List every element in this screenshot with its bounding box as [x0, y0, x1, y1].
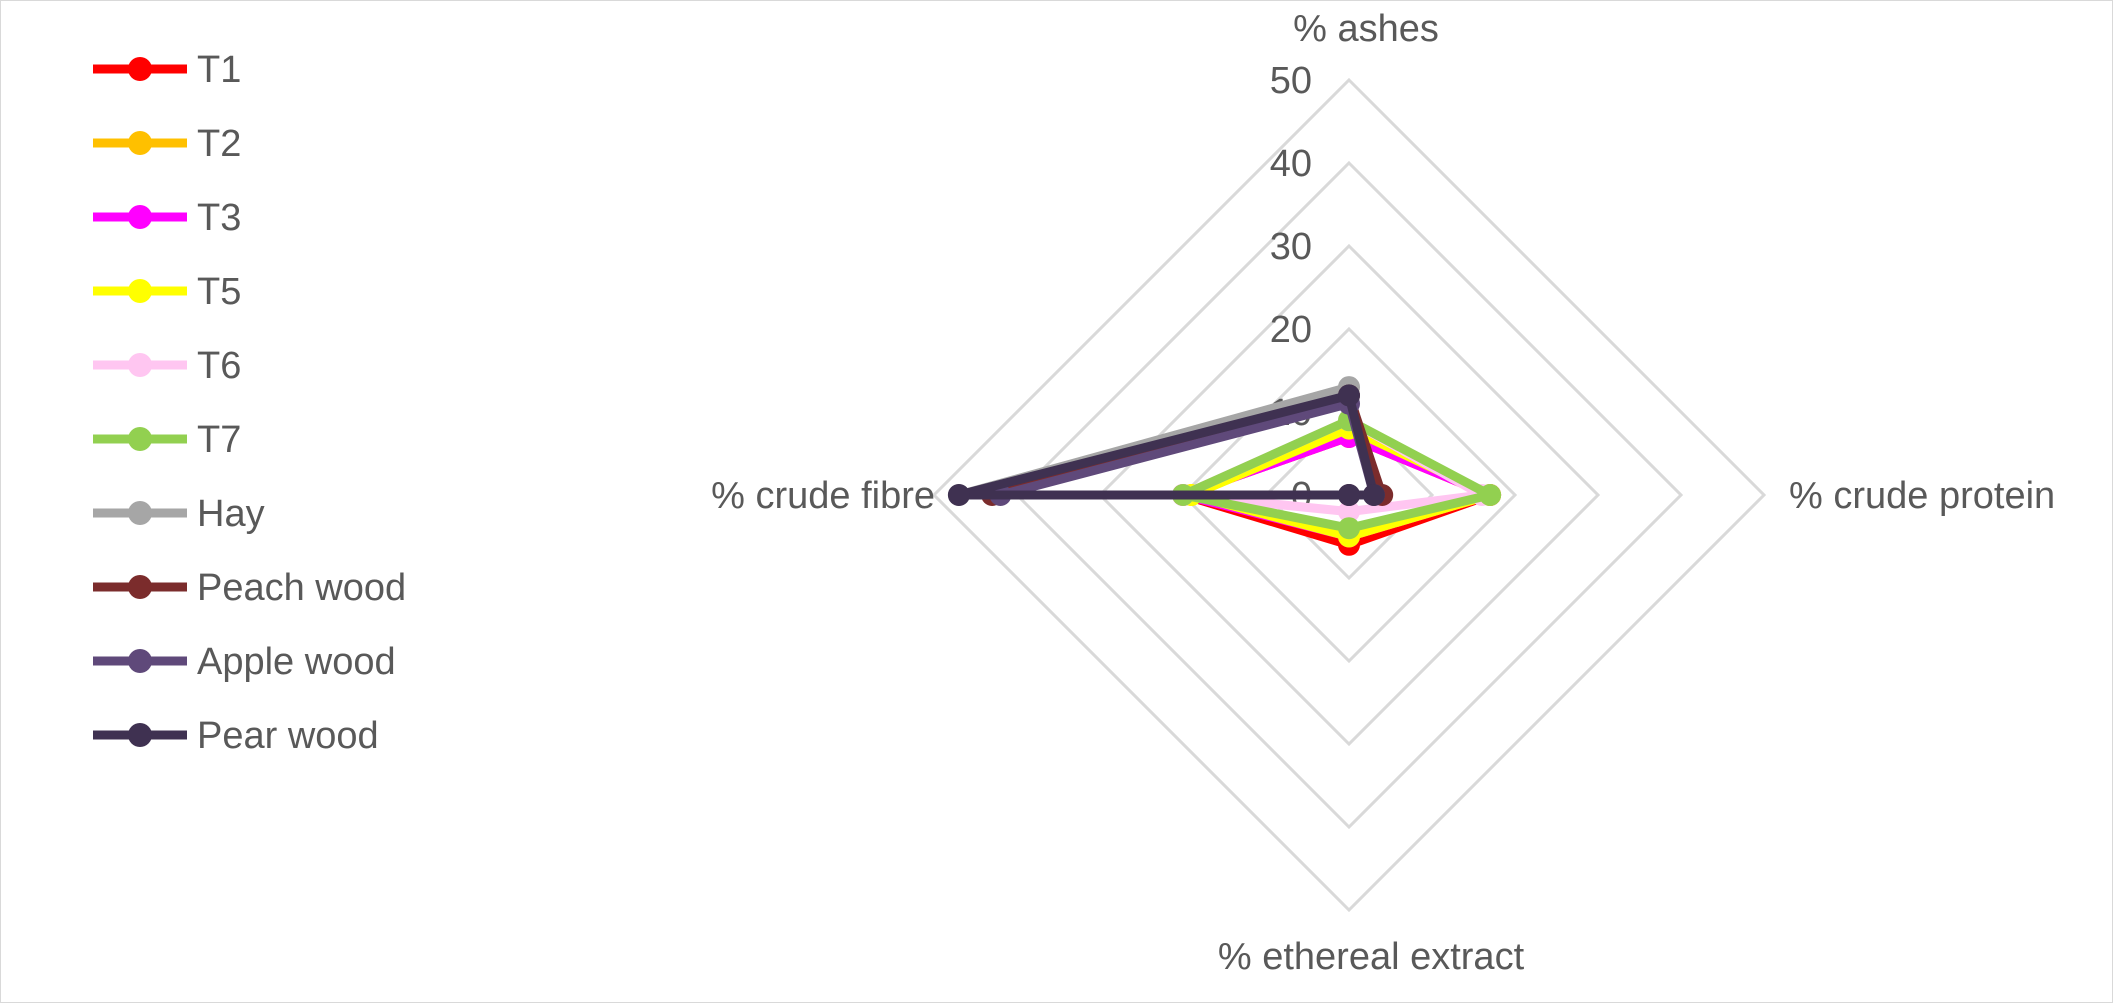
axis-label: % crude protein: [1789, 475, 2055, 517]
legend-marker: [128, 205, 152, 229]
legend-item: T5: [93, 271, 241, 313]
legend-marker: [128, 575, 152, 599]
series-line: [1186, 424, 1495, 541]
legend-marker: [128, 501, 152, 525]
grid-ring: [1180, 326, 1518, 664]
legend-label: T2: [197, 123, 241, 165]
legend-marker: [128, 427, 152, 451]
legend-label: T7: [197, 419, 241, 461]
tick-label: 50: [1270, 60, 1312, 102]
legend-item: T1: [93, 49, 241, 91]
grid-ring: [1097, 243, 1601, 747]
legend-marker: [128, 649, 152, 673]
legend-label: Peach wood: [197, 567, 406, 609]
data-point: [1338, 517, 1360, 540]
legend-item: T2: [93, 123, 241, 165]
legend-item: Hay: [93, 493, 265, 535]
axis-label: % crude fibre: [711, 475, 935, 517]
series-line: [1186, 424, 1495, 541]
legend-label: Apple wood: [197, 641, 396, 683]
data-point: [947, 484, 970, 506]
data-point: [1362, 484, 1385, 506]
grid: [931, 77, 1767, 913]
legend-item: Pear wood: [93, 715, 379, 757]
grid-ring: [1263, 409, 1435, 581]
legend-item: T3: [93, 197, 241, 239]
legend-label: T3: [197, 197, 241, 239]
data-point: [1338, 484, 1360, 506]
legend-marker: [128, 353, 152, 377]
tick-label: 30: [1270, 226, 1312, 268]
legend-marker: [128, 279, 152, 303]
legend-item: Peach wood: [93, 567, 406, 609]
tick-label: 20: [1270, 309, 1312, 351]
data-point: [1479, 484, 1502, 506]
data-point: [1338, 500, 1360, 523]
legend-marker: [128, 131, 152, 155]
legend-label: Pear wood: [197, 715, 379, 757]
legend: T1 T2 T3 T5 T6 T7 Hay Peach wood Apple wood Pear …: [93, 49, 406, 757]
legend-item: Apple wood: [93, 641, 396, 683]
axis-label: % ethereal extract: [1218, 936, 1525, 978]
series: [947, 376, 1502, 556]
legend-label: Hay: [197, 493, 265, 535]
axis-label: % ashes: [1293, 8, 1439, 50]
data-point: [1338, 384, 1360, 407]
grid-ring: [1014, 160, 1684, 830]
grid-ring: [931, 77, 1767, 913]
axis-labels: % ashes % crude protein % ethereal extract…: [711, 8, 2055, 978]
legend-label: T6: [197, 345, 241, 387]
series-pear-wood: [947, 384, 1385, 506]
tick-label: 40: [1270, 143, 1312, 185]
legend-item: T7: [93, 419, 241, 461]
legend-label: T1: [197, 49, 241, 91]
legend-marker: [128, 57, 152, 81]
legend-label: T5: [197, 271, 241, 313]
legend-item: T6: [93, 345, 241, 387]
legend-marker: [128, 723, 152, 747]
